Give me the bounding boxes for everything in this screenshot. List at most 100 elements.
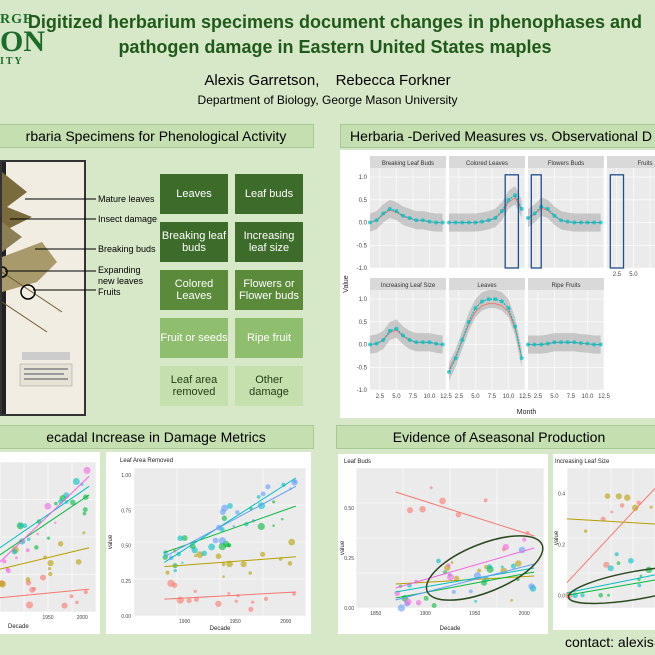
data-point <box>565 340 570 345</box>
label-expanding: Expanding <box>98 265 141 275</box>
y-tick-label: 0.00 <box>121 614 131 620</box>
leaf-area-removed-chart: Leaf Area Removed 1.00 0.75 0.50 0.25 0.00 190… <box>108 458 307 632</box>
data-point <box>598 592 604 598</box>
data-point <box>292 592 296 596</box>
data-point <box>191 546 198 554</box>
data-point <box>565 219 570 224</box>
data-point <box>248 606 254 612</box>
affiliation: Department of Biology, George Mason Univ… <box>197 93 458 107</box>
contact: contact: alexis@ <box>565 634 655 650</box>
facet-chart: Breaking Leaf Buds 1.0 0.5 0.0 -0.5 -1.0 Color… <box>343 156 655 416</box>
data-point <box>598 342 603 347</box>
data-point <box>502 543 510 551</box>
y-tick-label: 0.50 <box>344 506 354 512</box>
facet-strip <box>370 278 446 290</box>
section-measures-header: Herbaria -Derived Measures vs. Observati… <box>340 124 655 148</box>
trend-line <box>164 591 296 600</box>
data-point <box>165 570 170 575</box>
data-point <box>181 561 184 564</box>
facet-strip <box>449 156 525 168</box>
label-fruits: Fruits <box>98 287 121 297</box>
y-tick-label: 0.5 <box>359 198 368 204</box>
data-point <box>473 306 478 311</box>
author-2: Rebecca Forkner <box>335 72 451 89</box>
x-axis-title: Decade <box>440 626 461 632</box>
data-point <box>572 340 577 345</box>
x-tick-label: 1850 <box>370 611 381 617</box>
data-point <box>598 220 603 225</box>
data-point <box>455 512 462 518</box>
data-point <box>215 600 222 607</box>
data-point <box>419 505 426 513</box>
y-tick-label: 0.4 <box>558 491 565 497</box>
facet-strip <box>449 278 525 290</box>
data-point <box>193 596 199 602</box>
data-point <box>226 543 231 548</box>
x-tick-label: 5.0 <box>392 394 401 400</box>
data-point <box>423 595 429 601</box>
x-tick-label: 2.5 <box>534 394 543 400</box>
data-point <box>394 326 399 331</box>
data-point <box>615 493 622 500</box>
data-point <box>473 220 478 225</box>
data-point <box>477 568 482 573</box>
data-point <box>592 342 597 347</box>
data-point <box>649 505 653 509</box>
data-point <box>506 306 511 311</box>
data-point <box>532 342 537 347</box>
data-point <box>287 561 293 566</box>
x-tick-label: 1950 <box>42 615 53 621</box>
data-point <box>293 479 297 483</box>
data-point <box>578 220 583 225</box>
x-tick-label: 5.0 <box>471 394 480 400</box>
y-tick-label: 0.5 <box>359 320 368 326</box>
data-point <box>69 499 76 506</box>
damage-left-panel: 1950 2000 Decade <box>0 452 100 634</box>
data-point <box>637 583 642 588</box>
data-point <box>401 333 406 338</box>
data-point <box>631 504 639 512</box>
data-point <box>624 494 631 501</box>
data-point <box>480 299 485 304</box>
data-point <box>260 551 266 557</box>
data-point <box>639 574 643 578</box>
data-point <box>0 580 6 588</box>
data-point <box>466 220 471 225</box>
data-point <box>235 510 240 515</box>
x-tick-label: 2000 <box>519 611 530 617</box>
data-point <box>460 338 465 342</box>
x-tick-label: 2.5 <box>455 394 464 400</box>
data-point <box>11 548 18 555</box>
facet-strip-label: Leaves <box>477 283 496 289</box>
data-point <box>607 593 611 597</box>
y-tick-label: 0.0 <box>558 593 565 599</box>
label-breaking-buds: Breaking buds <box>98 244 156 254</box>
y-tick-label: -0.5 <box>357 365 368 371</box>
x-tick-label: 10.0 <box>424 394 436 400</box>
y-tick-label: 1.00 <box>121 473 131 479</box>
data-point <box>427 340 432 345</box>
data-point <box>54 501 58 506</box>
data-point <box>387 328 392 333</box>
data-point <box>75 559 82 565</box>
x-axis-title: Decade <box>210 626 231 632</box>
data-point <box>47 566 52 571</box>
data-point <box>272 524 275 527</box>
data-point <box>414 218 419 223</box>
data-point <box>18 523 23 528</box>
data-point <box>381 211 386 216</box>
label-mature-leaves: Mature leaves <box>98 194 155 204</box>
data-point <box>414 340 419 345</box>
data-point <box>48 571 53 577</box>
highlight-box <box>609 174 625 269</box>
category-leaf-area-removed: Leaf area removed <box>160 366 228 406</box>
data-point <box>406 507 414 514</box>
data-point <box>368 342 372 347</box>
data-point <box>57 541 64 547</box>
data-point <box>22 540 25 543</box>
data-point <box>75 600 79 605</box>
data-point <box>528 583 535 590</box>
data-point <box>450 561 454 564</box>
data-point <box>619 503 625 508</box>
data-point <box>434 341 439 346</box>
